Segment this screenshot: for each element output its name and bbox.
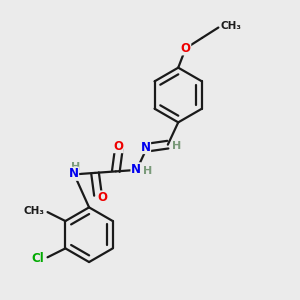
Text: N: N (69, 167, 79, 180)
Text: H: H (143, 167, 152, 176)
Text: O: O (113, 140, 123, 153)
Text: CH₃: CH₃ (221, 21, 242, 31)
Text: Cl: Cl (32, 252, 45, 265)
Text: H: H (172, 141, 181, 151)
Text: N: N (131, 163, 141, 176)
Text: O: O (181, 42, 191, 55)
Text: N: N (140, 140, 151, 154)
Text: H: H (71, 162, 80, 172)
Text: O: O (98, 191, 107, 204)
Text: CH₃: CH₃ (24, 206, 45, 216)
